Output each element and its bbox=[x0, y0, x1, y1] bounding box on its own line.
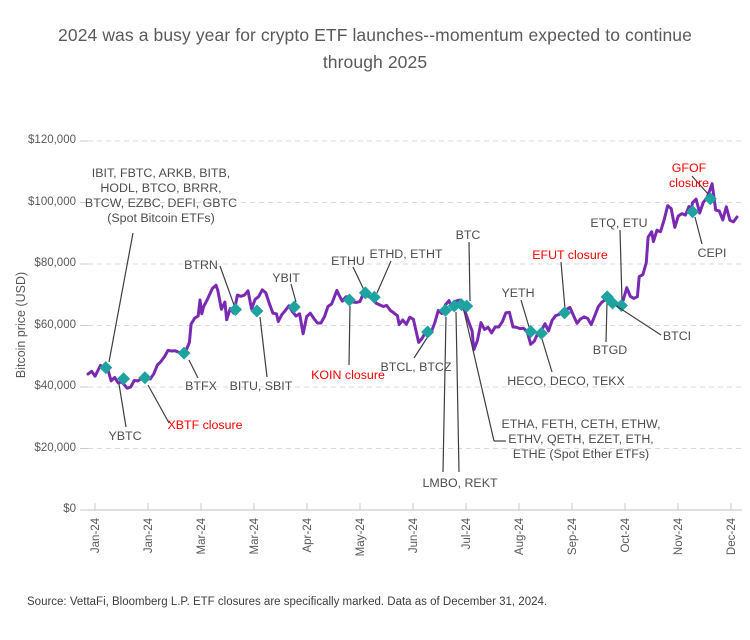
marker-btci-icon bbox=[606, 296, 620, 310]
marker-ethd-etht-icon bbox=[367, 290, 381, 304]
annotation-etq-etu: ETQ, ETU bbox=[590, 216, 648, 230]
leader-line-koin-closure bbox=[348, 305, 351, 366]
x-tick-label: Sep-24 bbox=[567, 517, 579, 555]
leader-line-btcl-btcz bbox=[413, 337, 428, 359]
x-tick-label: Aug-24 bbox=[514, 517, 526, 555]
leader-line-btci bbox=[614, 304, 662, 336]
marker-ybtc-icon bbox=[117, 372, 131, 386]
bitcoin-price-line bbox=[86, 182, 739, 390]
y-tick-label: $40,000 bbox=[34, 380, 76, 392]
leader-line-gfof-closure bbox=[691, 175, 710, 196]
leader-line-ybtc bbox=[118, 383, 127, 428]
leader-line-lmbo-rekt bbox=[455, 311, 460, 473]
annotation-spot-ether-etfs: ETHA, FETH, CETH, ETHW, ETHV, QETH, EZET… bbox=[501, 417, 661, 461]
marker-gfof-closure-icon bbox=[703, 192, 717, 206]
marker-efut-closure-icon bbox=[558, 306, 572, 320]
annotation-btc: BTC bbox=[455, 228, 481, 242]
x-tick-label: May-24 bbox=[355, 517, 367, 556]
annotation-yeth: YETH bbox=[501, 286, 535, 300]
x-tick-label: Apr-24 bbox=[302, 517, 314, 552]
annotation-btfx: BTFX bbox=[185, 379, 217, 393]
annotation-bitu-sbit: BITU, SBIT bbox=[229, 379, 293, 393]
leader-line-spot-ether-etfs bbox=[463, 310, 495, 442]
x-tick-label: Jun-24 bbox=[408, 517, 420, 553]
marker-ethu-icon bbox=[358, 286, 372, 300]
marker-yeth-icon bbox=[524, 325, 538, 339]
y-tick-label: $120,000 bbox=[28, 134, 76, 146]
marker-spot-bitcoin-etfs-icon bbox=[99, 361, 113, 375]
y-tick-label: $20,000 bbox=[34, 441, 76, 454]
annotation-xbtf-closure: XBTF closure bbox=[167, 418, 243, 432]
leader-line-yeth bbox=[520, 299, 530, 328]
leader-line-btfx bbox=[188, 359, 199, 379]
leader-line-heco-deco-tekx bbox=[541, 338, 553, 373]
annotation-ethd-etht: ETHD, ETHT bbox=[369, 247, 443, 261]
annotation-koin-closure: KOIN closure bbox=[311, 368, 385, 382]
x-tick-label: Jul-24 bbox=[461, 517, 473, 549]
annotation-ybtc: YBTC bbox=[108, 429, 142, 443]
x-tick-label: Jan-24 bbox=[90, 517, 102, 553]
marker-koin-closure-icon bbox=[342, 293, 356, 307]
leader-line-ethd-etht bbox=[376, 260, 392, 294]
y-tick-label: $0 bbox=[63, 503, 76, 515]
leader-line-ethu bbox=[352, 266, 365, 291]
marker-heco-deco-tekx-icon bbox=[534, 326, 548, 340]
leader-line-btgd bbox=[605, 301, 608, 343]
leader-line-efut-closure bbox=[560, 261, 566, 310]
leader-line-btc bbox=[468, 241, 471, 302]
marker-bitu-sbit-icon bbox=[250, 304, 264, 318]
leader-line-bitu-sbit bbox=[259, 316, 268, 378]
annotation-lmbo-rekt: LMBO, REKT bbox=[422, 476, 498, 490]
annotation-ybit: YBIT bbox=[272, 271, 300, 285]
marker-btcl-btcz-icon bbox=[421, 325, 435, 339]
marker-lmbo-rekt-icon bbox=[438, 303, 452, 317]
leader-line-spot-bitcoin-etfs bbox=[108, 232, 134, 363]
annotation-btgd: BTGD bbox=[592, 343, 628, 357]
x-tick-label: Mar-24 bbox=[249, 517, 261, 554]
annotation-ethu: ETHU bbox=[331, 254, 365, 268]
marker-cepi-icon bbox=[686, 205, 700, 219]
annotation-btcl-btcz: BTCL, BTCZ bbox=[380, 360, 452, 374]
x-tick-label: Mar-24 bbox=[196, 517, 208, 554]
marker-spot-ether-etfs-icon bbox=[454, 298, 468, 312]
x-tick-label: Nov-24 bbox=[673, 517, 685, 555]
leader-line-xbtf-closure bbox=[147, 384, 170, 424]
leader-line-lmbo-rekt bbox=[442, 316, 447, 473]
leader-line-ybit bbox=[290, 283, 297, 303]
leader-line-cepi bbox=[694, 216, 703, 245]
chart-title: 2024 was a busy year for crypto ETF laun… bbox=[58, 25, 692, 72]
y-tick-label: $80,000 bbox=[34, 257, 76, 269]
annotation-efut-closure: EFUT closure bbox=[532, 248, 608, 262]
leader-line-etq-etu bbox=[619, 229, 623, 302]
annotation-btrn: BTRN bbox=[184, 258, 218, 272]
annotation-gfof-closure: GFOF closure bbox=[669, 161, 709, 190]
marker-btfx-icon bbox=[177, 346, 191, 360]
source-note: Source: VettaFi, Bloomberg L.P. ETF clos… bbox=[27, 596, 548, 608]
annotation-btci: BTCI bbox=[662, 329, 692, 343]
marker-ybit-icon bbox=[287, 300, 301, 314]
leader-line-btrn bbox=[219, 265, 235, 306]
marker-btrn-icon bbox=[229, 303, 243, 317]
y-tick-label: $100,000 bbox=[28, 195, 76, 208]
y-tick-label: $60,000 bbox=[34, 318, 76, 331]
marker-xbtf-closure-icon bbox=[138, 371, 152, 385]
x-tick-label: Jan-24 bbox=[143, 517, 155, 553]
annotation-heco-deco-tekx: HECO, DECO, TEKX bbox=[507, 374, 625, 388]
x-tick-label: Oct-24 bbox=[620, 517, 632, 552]
annotation-cepi: CEPI bbox=[697, 246, 727, 260]
annotation-spot-bitcoin-etfs: IBIT, FBTC, ARKB, BITB, HODL, BTCO, BRRR… bbox=[84, 166, 238, 225]
x-tick-label: Dec-24 bbox=[726, 517, 738, 555]
